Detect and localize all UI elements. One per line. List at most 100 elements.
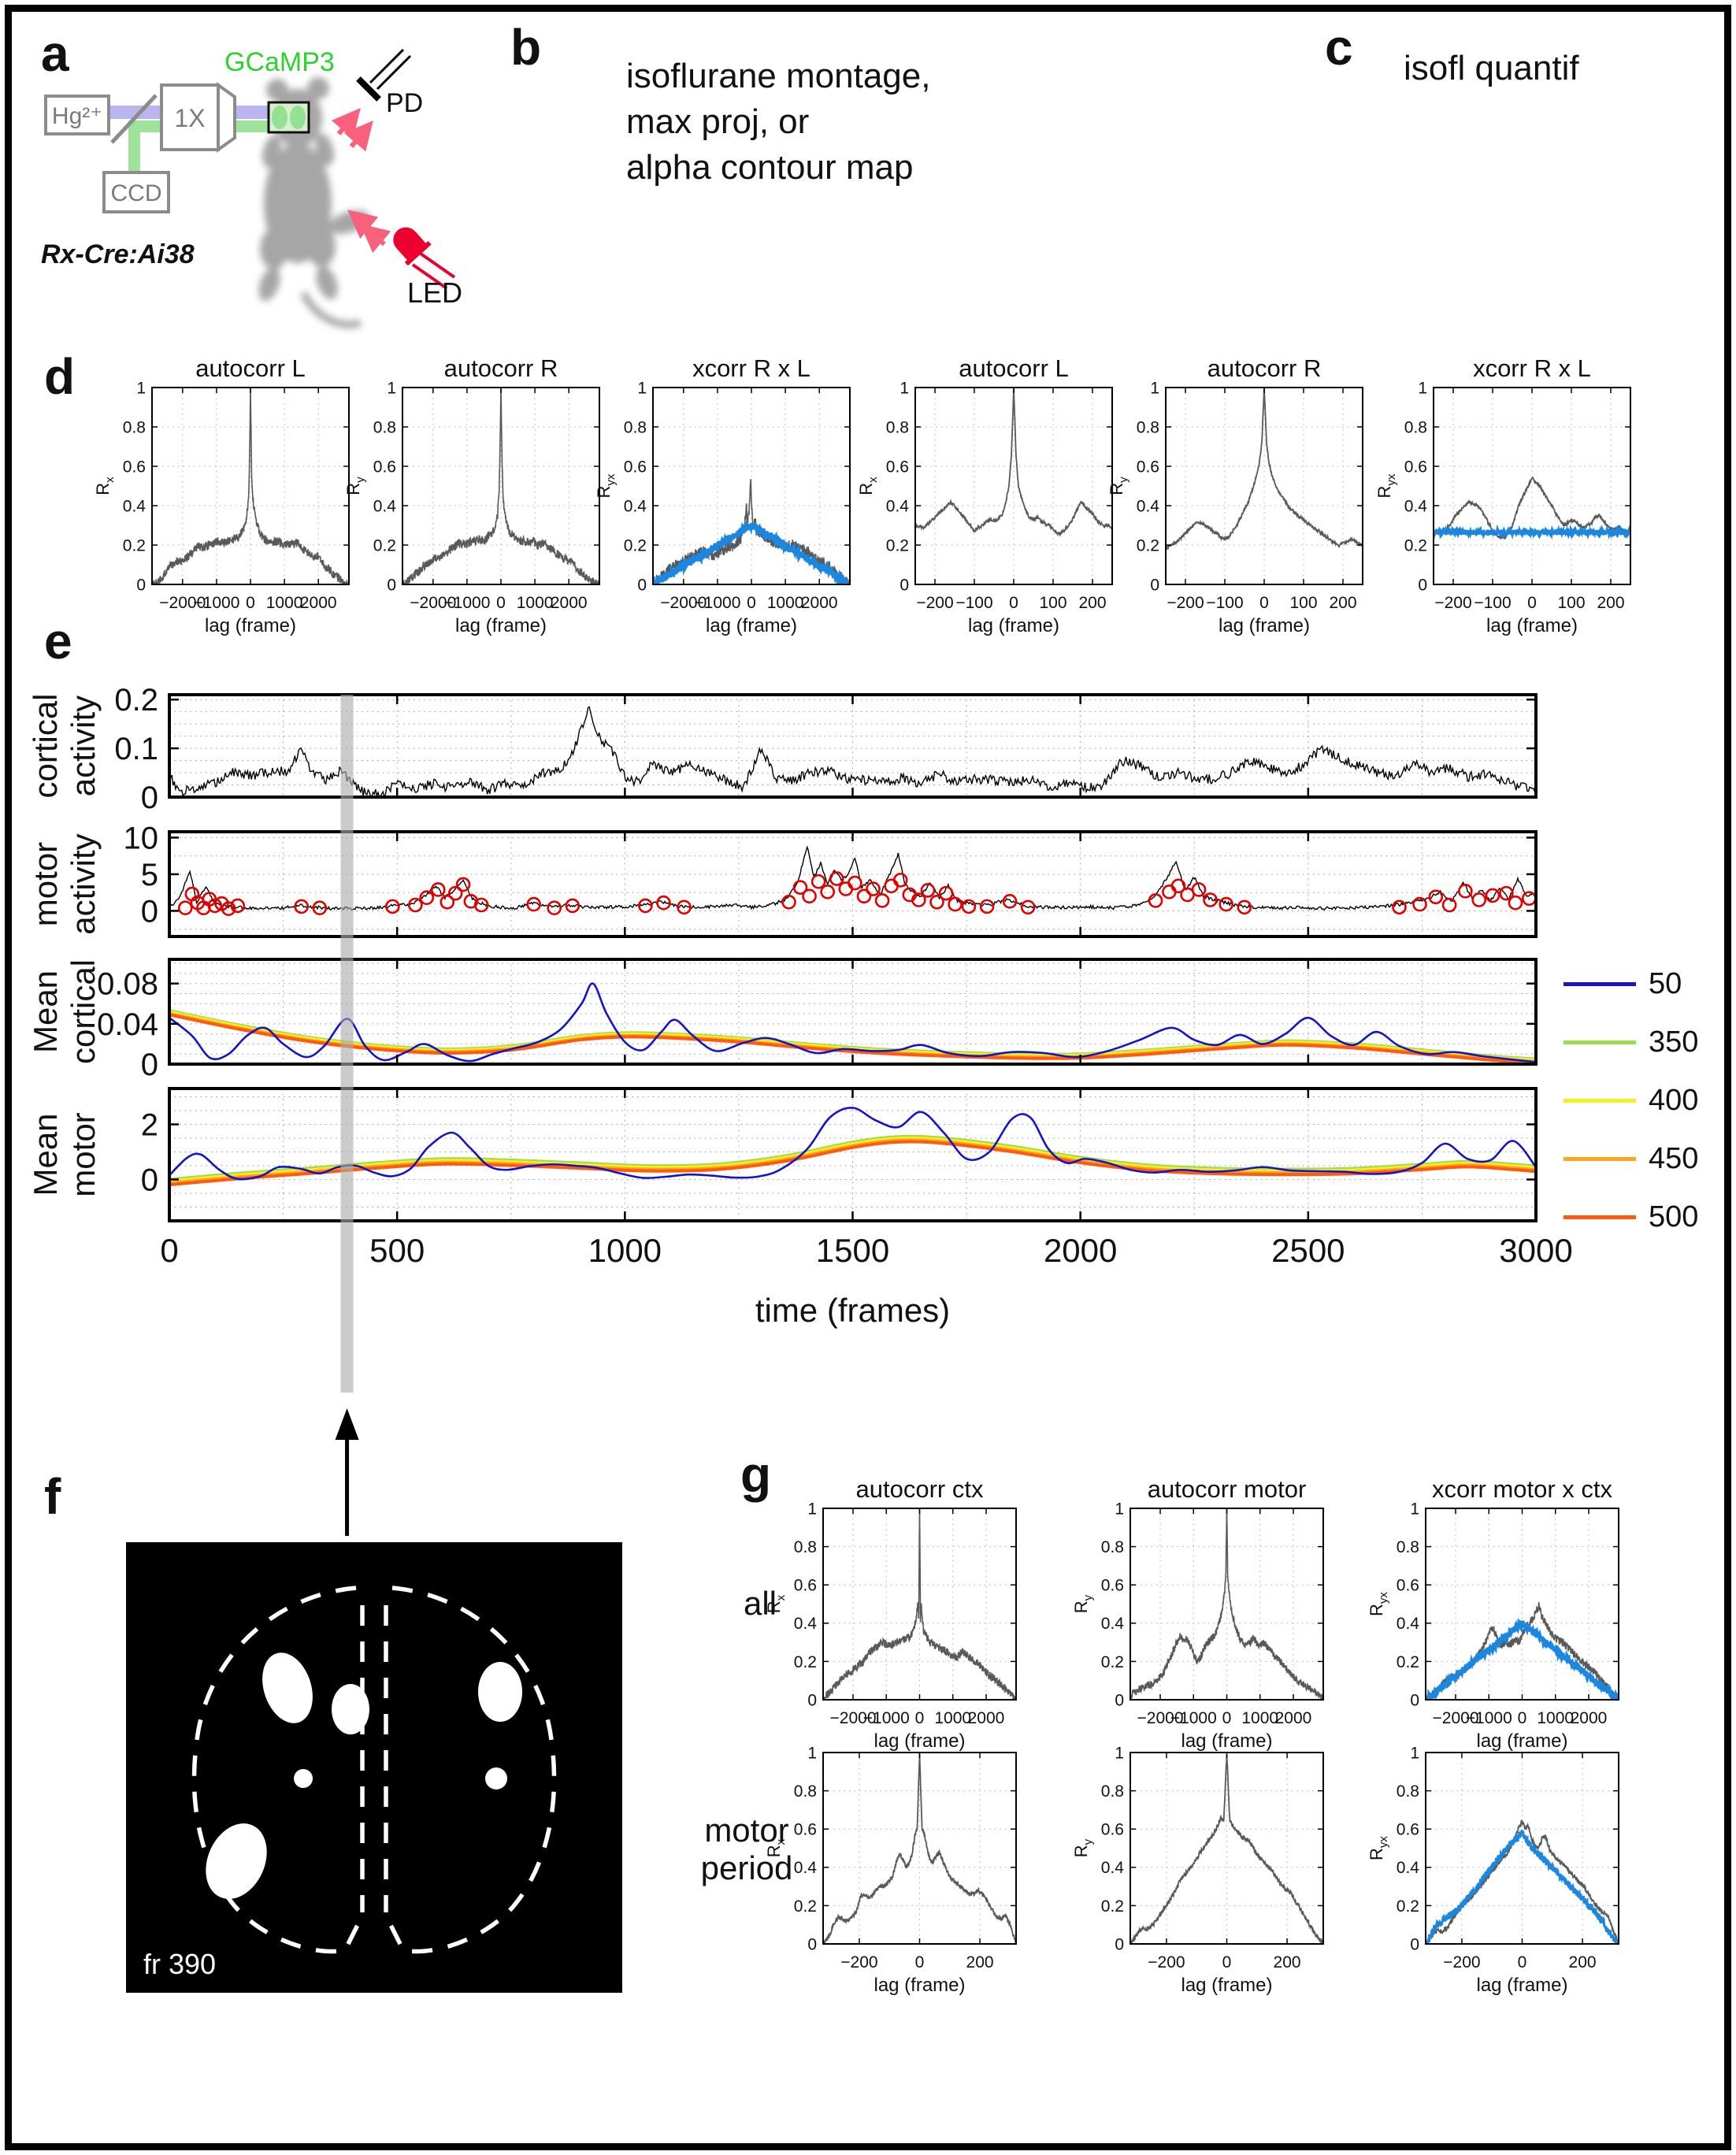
svg-text:0: 0 bbox=[915, 1953, 925, 1971]
y-axis-label: Ryx bbox=[1374, 473, 1398, 498]
axis-ticks bbox=[152, 387, 349, 585]
panel-b-label: b bbox=[510, 19, 542, 76]
x-axis-label: lag (frame) bbox=[1181, 1975, 1272, 1996]
svg-text:−100: −100 bbox=[1474, 594, 1511, 612]
objective-box: 1X bbox=[160, 82, 236, 153]
brain-mask-image: fr 390 bbox=[126, 1542, 622, 1993]
svg-text:0.6: 0.6 bbox=[886, 458, 909, 476]
event-markers bbox=[177, 871, 1536, 916]
series-noisy-1 bbox=[653, 520, 850, 584]
plot-title: autocorr L bbox=[959, 354, 1069, 382]
svg-text:0: 0 bbox=[387, 576, 396, 594]
svg-text:0.2: 0.2 bbox=[114, 683, 158, 718]
plot-title: autocorr ctx bbox=[856, 1475, 984, 1503]
svg-text:1: 1 bbox=[1410, 1500, 1419, 1518]
svg-text:−100: −100 bbox=[1206, 594, 1243, 612]
led-icon bbox=[393, 227, 456, 290]
legend-swatch bbox=[1564, 1098, 1636, 1103]
y-axis-label-line-2: activity bbox=[65, 833, 102, 934]
svg-text:−2000: −2000 bbox=[159, 594, 206, 612]
y-axis-label: Ry bbox=[1071, 1838, 1095, 1857]
y-axis-label: Rx bbox=[764, 1838, 788, 1857]
panel-a-schematic: Hg²⁺ 1X CCD GCaMP3 PD LED bbox=[41, 47, 462, 328]
series-noisy-1 bbox=[1426, 1829, 1619, 1944]
series-window-400 bbox=[169, 1136, 1536, 1183]
svg-text:200: 200 bbox=[1597, 594, 1624, 612]
plot-title: xcorr R x L bbox=[692, 354, 811, 382]
svg-text:0: 0 bbox=[900, 576, 909, 594]
svg-text:500: 500 bbox=[369, 1232, 425, 1269]
plot-d6: 0 0.2 0.4 0.6 0.8 1 −200 −100 0 100 200 xcorr R x L… bbox=[1374, 354, 1631, 636]
x-axis-label: lag (frame) bbox=[1219, 615, 1310, 636]
svg-text:−1000: −1000 bbox=[694, 594, 740, 612]
y-axis-label-line-2: activity bbox=[65, 695, 102, 796]
y-axis-label: Ry bbox=[343, 477, 367, 495]
tick-labels: 0 0.1 0.2 bbox=[114, 683, 158, 815]
y-axis-label: Rx bbox=[764, 1594, 788, 1613]
tick-labels: 0 0.2 0.4 0.6 0.8 1 −200 0 200 bbox=[1101, 1744, 1301, 1971]
panel-g-row-label-motor-period: motor period bbox=[700, 1812, 793, 1886]
axis-ticks bbox=[823, 1508, 1016, 1701]
svg-text:0.2: 0.2 bbox=[1397, 1897, 1419, 1916]
svg-text:200: 200 bbox=[966, 1953, 994, 1971]
svg-text:1500: 1500 bbox=[816, 1232, 889, 1269]
x-axis-label: lag (frame) bbox=[874, 1730, 965, 1752]
tick-labels: 0 2 0 500 1000 1500 2000 2500 3000 bbox=[141, 1108, 1573, 1270]
series-noisy-0 bbox=[169, 845, 1536, 911]
svg-text:0: 0 bbox=[141, 781, 158, 815]
legend-label: 50 bbox=[1649, 966, 1682, 1000]
brain-outline bbox=[191, 1586, 557, 1954]
svg-text:0.8: 0.8 bbox=[123, 418, 146, 436]
tick-labels: 0 0.2 0.4 0.6 0.8 1 −200 −100 0 100 200 bbox=[1137, 379, 1357, 612]
gray-frame-marker bbox=[340, 695, 354, 1393]
legend-label: 350 bbox=[1649, 1025, 1699, 1059]
svg-text:10: 10 bbox=[124, 821, 159, 855]
svg-text:0.6: 0.6 bbox=[1397, 1577, 1419, 1595]
svg-text:2000: 2000 bbox=[551, 594, 588, 612]
svg-text:1000: 1000 bbox=[767, 594, 804, 612]
plot-title: xcorr motor x ctx bbox=[1432, 1475, 1613, 1503]
svg-text:0: 0 bbox=[1222, 1953, 1232, 1971]
svg-text:−2000: −2000 bbox=[1137, 1709, 1184, 1727]
axis-ticks bbox=[915, 387, 1112, 585]
svg-text:0: 0 bbox=[807, 1935, 817, 1953]
axis-ticks bbox=[402, 387, 599, 585]
svg-text:0.4: 0.4 bbox=[1397, 1615, 1420, 1633]
svg-text:0.6: 0.6 bbox=[1101, 1821, 1124, 1839]
panel-f-label: f bbox=[44, 1468, 61, 1525]
panel-b-line-3: alpha contour map bbox=[626, 148, 914, 187]
y-axis-label: Ry bbox=[1071, 1594, 1095, 1613]
svg-text:2000: 2000 bbox=[1275, 1709, 1312, 1727]
ccd-box: CCD bbox=[102, 171, 170, 213]
y-axis-label: Rx bbox=[856, 477, 880, 495]
legend-label: 500 bbox=[1649, 1200, 1699, 1233]
svg-text:0.4: 0.4 bbox=[794, 1859, 818, 1877]
svg-text:−200: −200 bbox=[916, 594, 953, 612]
y-axis-label-line-2: motor bbox=[65, 1112, 102, 1196]
svg-text:0.4: 0.4 bbox=[794, 1615, 818, 1633]
svg-text:0.2: 0.2 bbox=[794, 1653, 817, 1671]
svg-text:100: 100 bbox=[1039, 594, 1066, 612]
tick-labels: 0 0.2 0.4 0.6 0.8 1 −200 0 200 bbox=[794, 1744, 994, 1971]
plot-d4: 0 0.2 0.4 0.6 0.8 1 −200 −100 0 100 200 autocorr L l… bbox=[856, 354, 1113, 636]
svg-text:0: 0 bbox=[1527, 594, 1537, 612]
legend-label: 400 bbox=[1649, 1083, 1699, 1117]
legend-item-450: 450 bbox=[1564, 1129, 1698, 1188]
series-noisy-1 bbox=[1434, 524, 1630, 540]
svg-text:−200: −200 bbox=[1443, 1953, 1480, 1971]
svg-text:0.4: 0.4 bbox=[1101, 1615, 1125, 1633]
svg-text:1000: 1000 bbox=[934, 1709, 971, 1727]
plot-title: autocorr L bbox=[195, 354, 306, 382]
axis-ticks bbox=[168, 832, 1538, 937]
svg-text:2000: 2000 bbox=[1571, 1709, 1608, 1727]
svg-text:1000: 1000 bbox=[588, 1232, 662, 1269]
gcamp-label: GCaMP3 bbox=[224, 47, 335, 77]
svg-text:1: 1 bbox=[807, 1500, 817, 1518]
